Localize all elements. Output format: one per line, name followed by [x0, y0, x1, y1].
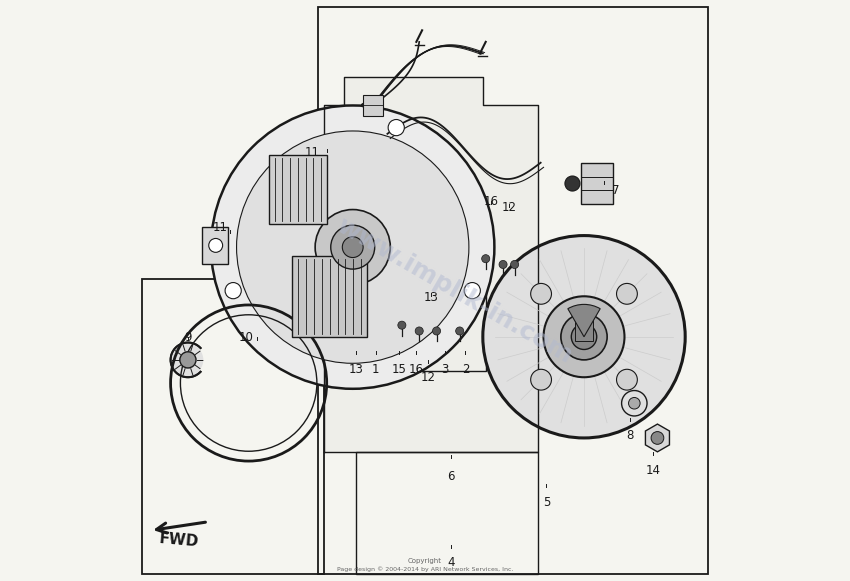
Circle shape — [331, 225, 375, 269]
Circle shape — [530, 284, 552, 304]
Circle shape — [482, 254, 490, 263]
Text: 16: 16 — [409, 363, 424, 376]
Bar — [318, 7, 708, 574]
Polygon shape — [324, 77, 538, 453]
Text: 16: 16 — [484, 195, 499, 208]
Bar — [575, 310, 592, 341]
Circle shape — [628, 397, 640, 409]
Bar — [355, 453, 538, 574]
Text: Page design © 2004-2014 by ARI Network Services, Inc.: Page design © 2004-2014 by ARI Network S… — [337, 566, 513, 572]
Circle shape — [343, 236, 363, 257]
Circle shape — [651, 432, 664, 444]
Circle shape — [483, 235, 685, 438]
Circle shape — [398, 321, 406, 329]
Circle shape — [456, 327, 464, 335]
Circle shape — [180, 352, 196, 368]
Circle shape — [225, 282, 241, 299]
Circle shape — [388, 120, 405, 136]
Text: Copyright: Copyright — [408, 558, 442, 564]
Text: 12: 12 — [502, 201, 516, 214]
Text: 7: 7 — [612, 184, 620, 196]
Text: 9: 9 — [184, 331, 192, 344]
Circle shape — [433, 327, 440, 335]
Circle shape — [511, 260, 518, 268]
Bar — [422, 267, 485, 371]
Circle shape — [543, 296, 625, 377]
Circle shape — [236, 131, 469, 363]
Circle shape — [571, 324, 597, 350]
Text: 15: 15 — [392, 363, 406, 376]
Bar — [142, 279, 324, 574]
Text: 13: 13 — [423, 290, 439, 303]
Circle shape — [530, 370, 552, 390]
Circle shape — [499, 260, 507, 268]
Bar — [292, 256, 367, 337]
Circle shape — [211, 106, 495, 389]
Bar — [581, 163, 613, 204]
Text: 11: 11 — [305, 146, 320, 159]
Circle shape — [616, 370, 638, 390]
Bar — [269, 155, 326, 224]
Text: 6: 6 — [447, 470, 455, 483]
Text: FWD: FWD — [159, 531, 200, 550]
Circle shape — [415, 327, 423, 335]
Circle shape — [565, 176, 580, 191]
Text: 10: 10 — [238, 331, 253, 344]
Text: 11: 11 — [212, 221, 227, 234]
Circle shape — [621, 390, 647, 416]
Text: 2: 2 — [462, 363, 469, 376]
Circle shape — [209, 238, 223, 252]
Text: www.implik-in.com: www.implik-in.com — [332, 213, 576, 368]
Bar — [202, 227, 229, 264]
Text: 12: 12 — [421, 371, 435, 385]
Text: 14: 14 — [646, 464, 661, 477]
Wedge shape — [568, 304, 600, 337]
Circle shape — [315, 210, 390, 285]
Text: 13: 13 — [348, 363, 363, 376]
Text: 1: 1 — [372, 363, 380, 376]
Circle shape — [561, 314, 607, 360]
Text: 4: 4 — [447, 557, 455, 569]
Circle shape — [464, 282, 480, 299]
Bar — [363, 95, 383, 116]
Text: 3: 3 — [441, 363, 449, 376]
Text: 8: 8 — [626, 429, 634, 442]
Circle shape — [171, 343, 206, 377]
Text: 5: 5 — [543, 496, 550, 509]
Circle shape — [616, 284, 638, 304]
